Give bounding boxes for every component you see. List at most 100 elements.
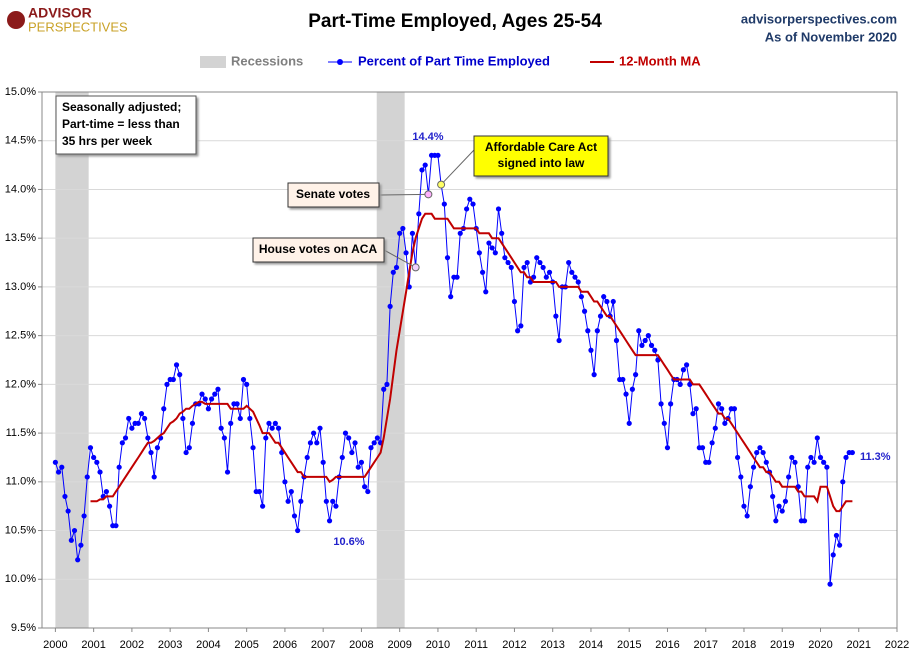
data-point xyxy=(52,459,58,465)
data-point xyxy=(298,498,304,504)
data-point xyxy=(779,508,785,514)
data-point xyxy=(320,459,326,465)
data-point xyxy=(457,230,463,236)
data-point xyxy=(591,372,597,378)
data-point xyxy=(489,245,495,251)
data-point xyxy=(362,484,368,490)
data-point xyxy=(495,206,502,212)
data-point xyxy=(263,435,269,441)
data-point xyxy=(422,162,428,168)
data-point xyxy=(738,474,744,480)
callout-leader xyxy=(440,149,475,185)
data-point xyxy=(282,479,288,485)
brand-bottom: PERSPECTIVES xyxy=(28,19,128,34)
highlight-point xyxy=(437,180,446,189)
data-point xyxy=(346,435,352,441)
data-point xyxy=(205,406,212,412)
data-point xyxy=(256,488,263,495)
data-point xyxy=(311,430,317,436)
data-point xyxy=(709,440,715,446)
data-point xyxy=(416,211,422,217)
data-point xyxy=(355,464,361,470)
data-point xyxy=(658,401,664,407)
recession-band xyxy=(55,92,89,628)
data-point xyxy=(642,337,648,344)
data-point xyxy=(390,269,396,275)
data-point xyxy=(189,420,196,426)
data-point xyxy=(371,440,377,446)
data-point xyxy=(142,415,148,422)
data-point xyxy=(782,498,789,504)
data-point xyxy=(448,294,454,300)
legend-label: Recessions xyxy=(231,53,303,68)
data-point xyxy=(435,152,441,158)
data-point xyxy=(693,406,699,412)
callout-box xyxy=(252,237,385,263)
annotation: 11.3% xyxy=(860,451,891,463)
data-point xyxy=(186,445,192,451)
data-point xyxy=(177,372,183,378)
data-point xyxy=(218,425,224,431)
data-point xyxy=(87,445,94,451)
y-tick-label: 9.5% xyxy=(11,622,36,634)
y-tick-label: 15.0% xyxy=(5,86,36,98)
data-point xyxy=(578,294,584,300)
data-point xyxy=(821,459,827,465)
data-point xyxy=(604,298,610,305)
data-point xyxy=(314,440,320,446)
y-tick-label: 14.5% xyxy=(5,135,36,147)
x-tick-label: 2000 xyxy=(43,639,67,651)
data-point xyxy=(664,445,671,451)
data-point xyxy=(830,552,836,558)
data-point xyxy=(145,435,151,441)
data-point xyxy=(94,459,100,465)
data-point xyxy=(59,464,65,470)
data-point xyxy=(330,498,336,504)
legend-recession-swatch xyxy=(200,56,226,68)
data-point xyxy=(833,532,840,539)
data-point xyxy=(483,289,489,295)
data-point xyxy=(365,488,371,495)
callout-leader xyxy=(378,193,429,196)
data-point xyxy=(326,518,333,524)
data-point xyxy=(706,459,712,465)
data-point xyxy=(601,294,607,300)
data-point xyxy=(811,459,817,465)
x-tick-label: 2006 xyxy=(273,639,297,651)
x-tick-label: 2018 xyxy=(732,639,756,651)
data-point xyxy=(148,449,154,456)
data-point xyxy=(173,362,180,368)
data-point xyxy=(801,518,808,524)
data-point xyxy=(199,391,205,397)
data-point xyxy=(629,386,635,392)
data-point xyxy=(180,415,186,422)
data-point xyxy=(569,269,575,275)
data-point xyxy=(817,454,824,461)
x-tick-label: 2004 xyxy=(196,639,220,651)
y-tick-label: 10.0% xyxy=(5,573,36,585)
data-point xyxy=(776,503,782,509)
data-point xyxy=(71,527,78,534)
series-line xyxy=(90,212,853,513)
x-tick-label: 2015 xyxy=(617,639,641,651)
data-point xyxy=(754,449,760,456)
data-point xyxy=(750,464,757,470)
callout-text: Senate votes xyxy=(296,187,370,201)
data-point xyxy=(731,406,738,412)
data-point xyxy=(84,474,90,480)
data-point xyxy=(789,454,795,461)
data-point xyxy=(492,250,498,256)
note-text: 35 hrs per week xyxy=(62,134,152,148)
data-point xyxy=(126,415,132,422)
data-point xyxy=(467,196,473,202)
data-point xyxy=(594,328,600,334)
note-text: Part-time = less than xyxy=(62,117,180,131)
data-point xyxy=(575,279,581,285)
data-point xyxy=(479,269,486,275)
legend-label: Percent of Part Time Employed xyxy=(358,53,550,68)
recession-band xyxy=(376,92,405,628)
data-point xyxy=(734,454,741,461)
data-point xyxy=(508,264,514,271)
data-point xyxy=(409,230,416,236)
